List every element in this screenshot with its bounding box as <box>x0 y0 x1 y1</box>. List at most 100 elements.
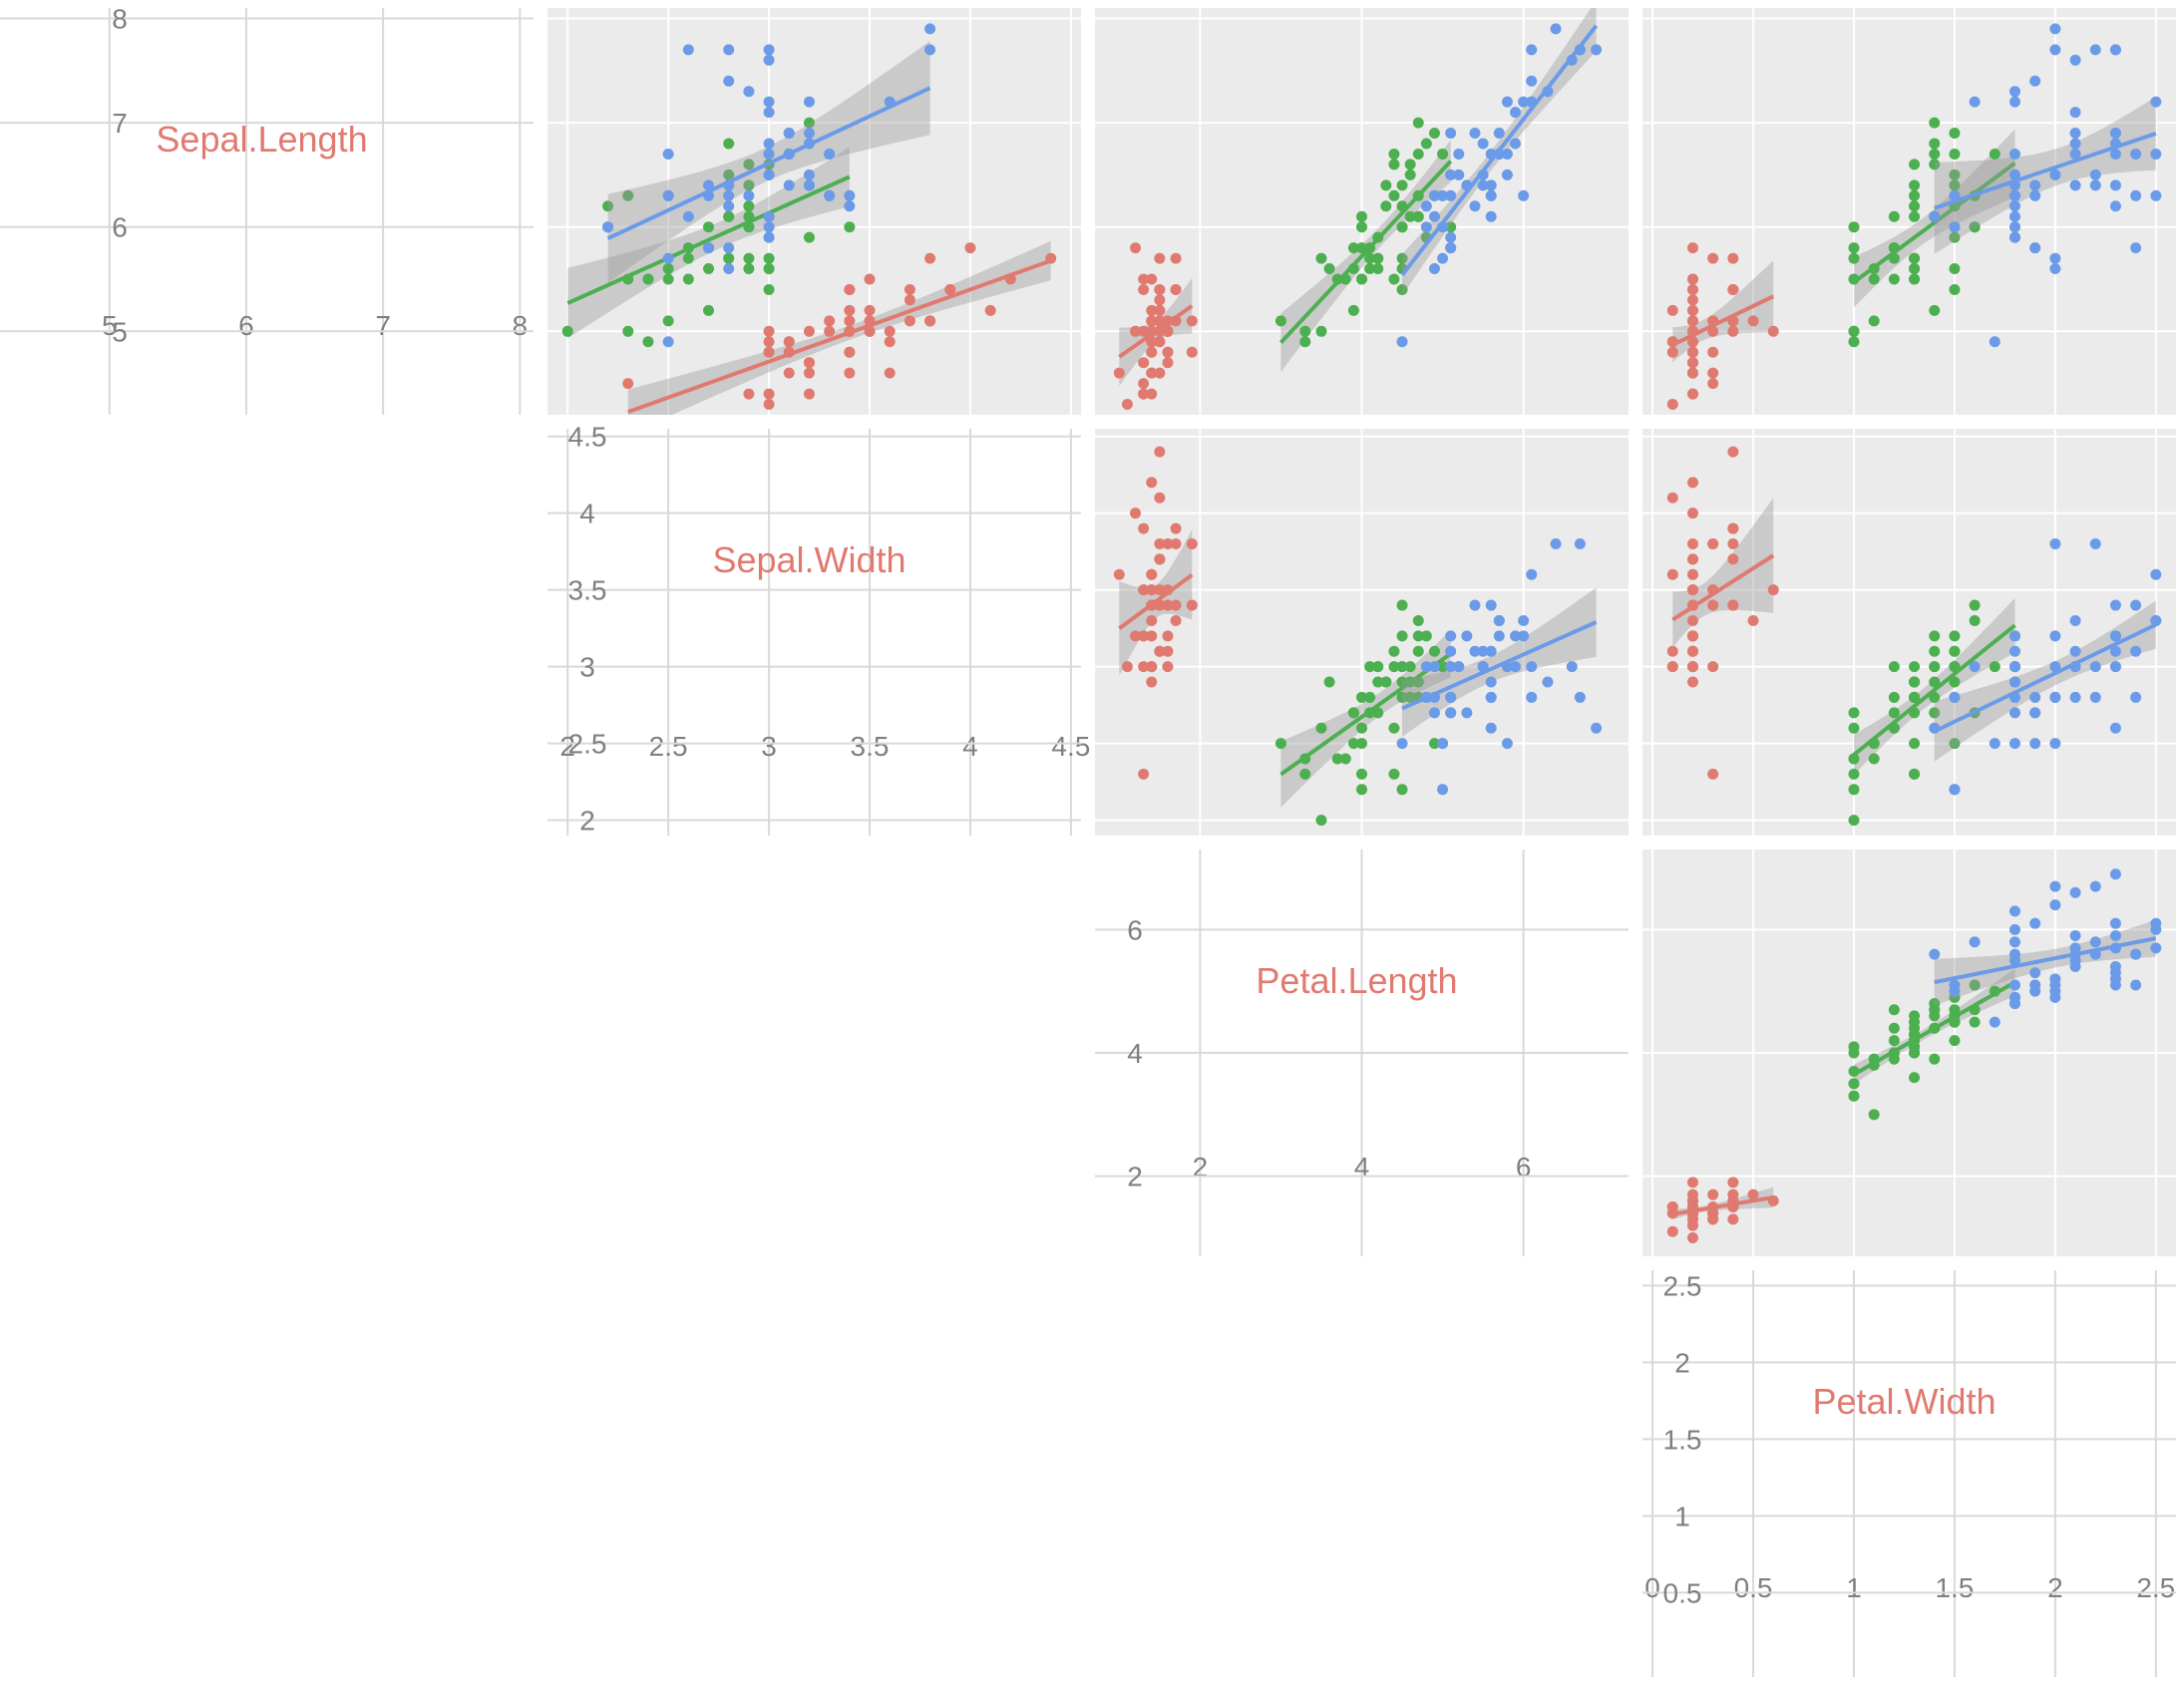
data-point-versicolor <box>1888 1004 1900 1016</box>
data-point-setosa <box>1666 492 1678 504</box>
data-point-setosa <box>1686 676 1698 688</box>
y-tick-label: 1 <box>1674 1501 1690 1531</box>
data-point-virginica <box>682 44 694 56</box>
data-point-versicolor <box>1949 128 1961 140</box>
data-point-setosa <box>844 304 856 316</box>
data-point-versicolor <box>844 221 856 233</box>
data-point-virginica <box>2008 189 2020 201</box>
data-point-virginica <box>2049 537 2061 549</box>
data-point-virginica <box>1445 645 1457 657</box>
data-point-versicolor <box>1909 263 1921 275</box>
scatter-panel-1-3 <box>1642 429 2176 836</box>
data-point-virginica <box>1510 107 1522 119</box>
data-point-virginica <box>2069 148 2081 160</box>
data-point-virginica <box>1428 210 1440 222</box>
data-point-virginica <box>2109 661 2121 673</box>
data-point-virginica <box>2150 189 2162 201</box>
data-point-setosa <box>1146 477 1158 489</box>
data-point-setosa <box>984 304 996 316</box>
data-point-virginica <box>1510 138 1522 150</box>
data-point-setosa <box>1727 522 1739 534</box>
data-point-virginica <box>1420 661 1432 673</box>
data-point-setosa <box>1727 599 1739 611</box>
data-point-versicolor <box>1929 117 1941 129</box>
data-point-virginica <box>2069 54 2081 66</box>
data-point-versicolor <box>1909 1010 1921 1022</box>
data-point-versicolor <box>1356 738 1367 750</box>
data-point-versicolor <box>1949 645 1961 657</box>
data-point-virginica <box>803 128 815 140</box>
data-point-setosa <box>844 315 856 327</box>
data-point-virginica <box>1493 630 1505 642</box>
data-point-virginica <box>1518 614 1530 626</box>
data-point-setosa <box>1121 661 1133 673</box>
data-point-virginica <box>1420 221 1432 233</box>
data-point-virginica <box>2049 630 2061 642</box>
data-point-virginica <box>1485 179 1497 191</box>
data-point-setosa <box>1154 304 1166 316</box>
data-point-versicolor <box>1848 325 1860 337</box>
data-point-virginica <box>1453 661 1465 673</box>
data-point-virginica <box>1550 537 1562 549</box>
data-point-setosa <box>1686 553 1698 565</box>
data-point-versicolor <box>1888 210 1900 222</box>
data-point-virginica <box>2008 630 2020 642</box>
data-point-versicolor <box>1396 691 1408 703</box>
data-point-virginica <box>924 23 936 35</box>
data-point-setosa <box>763 346 775 358</box>
data-point-versicolor <box>1372 661 1384 673</box>
x-tick-label: 4.5 <box>1051 731 1090 762</box>
data-point-setosa <box>864 304 876 316</box>
data-point-virginica <box>2008 676 2020 688</box>
data-point-virginica <box>763 148 775 160</box>
data-point-versicolor <box>1388 661 1400 673</box>
data-point-virginica <box>2130 979 2142 991</box>
data-point-versicolor <box>1428 128 1440 140</box>
data-point-virginica <box>763 231 775 243</box>
data-point-setosa <box>1186 537 1198 549</box>
data-point-versicolor <box>1388 768 1400 780</box>
data-point-virginica <box>1477 179 1489 191</box>
data-point-setosa <box>1138 584 1150 596</box>
data-point-virginica <box>2008 96 2020 108</box>
data-point-setosa <box>1138 388 1150 400</box>
data-point-virginica <box>2029 738 2041 750</box>
data-point-virginica <box>1526 661 1538 673</box>
data-point-setosa <box>1113 568 1125 580</box>
data-point-versicolor <box>1339 753 1351 765</box>
data-point-versicolor <box>1396 630 1408 642</box>
data-point-virginica <box>1485 599 1497 611</box>
data-point-setosa <box>1162 325 1174 337</box>
data-point-virginica <box>2150 96 2162 108</box>
data-point-setosa <box>1686 346 1698 358</box>
data-point-virginica <box>2029 917 2041 929</box>
data-point-virginica <box>1566 661 1578 673</box>
data-point-versicolor <box>1404 159 1416 170</box>
data-point-virginica <box>1518 189 1530 201</box>
data-point-virginica <box>1510 661 1522 673</box>
data-point-setosa <box>1138 273 1150 285</box>
data-point-setosa <box>1146 614 1158 626</box>
data-point-virginica <box>2109 44 2121 56</box>
data-point-virginica <box>1518 630 1530 642</box>
data-point-versicolor <box>1969 614 1981 626</box>
data-point-setosa <box>1666 568 1678 580</box>
x-tick-label: 2.5 <box>2136 1572 2175 1603</box>
data-point-virginica <box>2069 614 2081 626</box>
data-point-setosa <box>1170 252 1182 264</box>
data-point-setosa <box>1146 388 1158 400</box>
data-point-versicolor <box>1412 117 1424 129</box>
data-point-setosa <box>1154 367 1166 379</box>
variable-label: Sepal.Width <box>712 539 906 580</box>
data-point-virginica <box>2109 722 2121 734</box>
confidence-band-versicolor <box>1280 629 1451 808</box>
data-point-virginica <box>723 44 735 56</box>
data-point-versicolor <box>1412 630 1424 642</box>
data-point-virginica <box>2049 880 2061 892</box>
data-point-setosa <box>1686 537 1698 549</box>
data-point-virginica <box>1485 645 1497 657</box>
diagonal-panel-petal-length: 2 4 6 2 4 6 Petal.Length <box>1095 849 1629 1256</box>
data-point-versicolor <box>1929 304 1941 316</box>
data-point-virginica <box>2109 973 2121 985</box>
data-point-setosa <box>1686 1231 1698 1243</box>
